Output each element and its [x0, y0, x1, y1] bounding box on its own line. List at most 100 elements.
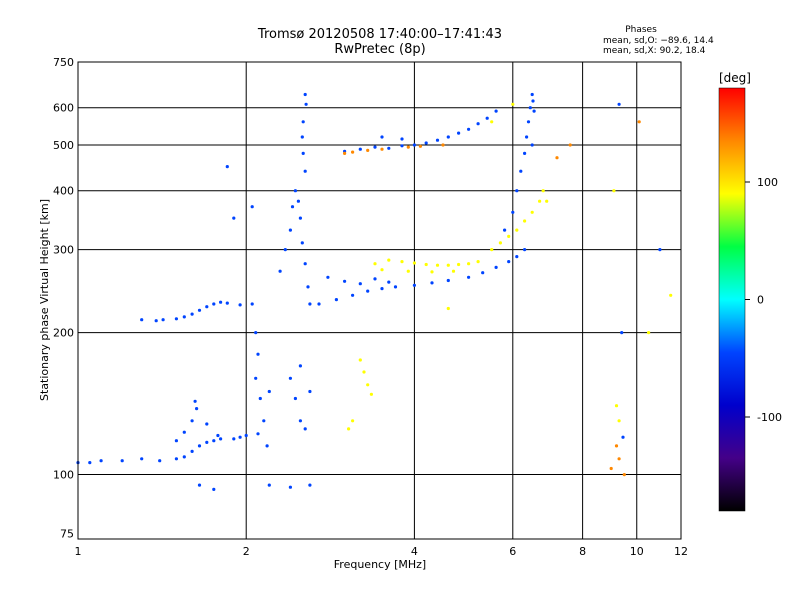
x-tick-label: 1: [75, 545, 82, 558]
data-point: [490, 120, 494, 124]
data-point: [205, 422, 209, 426]
data-point: [515, 228, 519, 232]
data-point: [300, 135, 304, 139]
data-point: [298, 216, 302, 220]
data-point: [308, 389, 312, 394]
data-point: [515, 255, 519, 259]
data-point: [195, 407, 199, 411]
data-point: [306, 285, 310, 289]
data-point: [658, 248, 662, 252]
data-point: [530, 92, 534, 97]
data-point: [326, 275, 330, 279]
data-point: [531, 99, 535, 103]
data-point: [366, 383, 370, 387]
data-point: [232, 437, 236, 441]
data-point: [400, 144, 404, 148]
data-point: [406, 145, 410, 149]
data-point: [238, 303, 242, 307]
data-point: [88, 461, 92, 465]
data-point: [614, 404, 619, 408]
data-point: [343, 279, 347, 283]
data-point: [568, 143, 572, 147]
data-point: [424, 141, 428, 145]
data-point: [232, 216, 236, 220]
data-point: [254, 376, 258, 380]
data-point: [369, 392, 373, 396]
data-point: [182, 430, 186, 434]
data-point: [494, 265, 498, 269]
data-point: [303, 262, 307, 266]
data-point: [250, 302, 254, 306]
data-point: [267, 389, 271, 394]
legend-heading: Phases: [625, 25, 657, 35]
data-point: [446, 135, 450, 139]
data-point: [523, 151, 527, 155]
data-point: [238, 435, 242, 439]
data-point: [254, 331, 258, 335]
colorbar-gradient: [718, 87, 746, 512]
data-point: [490, 248, 494, 252]
data-point: [637, 120, 641, 124]
data-point: [205, 305, 209, 309]
data-point: [467, 262, 471, 266]
data-point: [174, 439, 178, 443]
data-point: [296, 199, 300, 203]
x-tick-label: 12: [674, 545, 688, 558]
data-point: [301, 120, 305, 124]
y-tick-label: 600: [53, 102, 74, 115]
data-point: [182, 455, 186, 459]
y-tick-label: 400: [53, 185, 74, 198]
data-point: [523, 248, 527, 252]
data-point: [158, 459, 162, 463]
y-tick-label: 200: [53, 327, 74, 340]
data-point: [424, 262, 428, 267]
data-point: [617, 457, 621, 461]
data-point: [430, 281, 434, 285]
x-tick-label: 8: [579, 545, 586, 558]
x-tick-label: 6: [509, 545, 516, 558]
data-point: [526, 120, 531, 124]
chart-title: Tromsø 20120508 17:40:00–17:41:43: [257, 27, 502, 42]
data-point: [669, 293, 673, 297]
data-point: [265, 444, 269, 448]
data-point: [519, 169, 523, 173]
data-point: [446, 306, 450, 311]
data-point: [620, 331, 624, 335]
data-point: [530, 143, 534, 147]
data-point: [362, 370, 366, 374]
data-point: [545, 199, 549, 203]
data-point: [343, 151, 347, 155]
data-point: [476, 122, 480, 126]
phase-legend: Phases mean, sd,O: −89.6, 14.4 mean, sd,…: [603, 25, 714, 56]
data-point: [290, 205, 295, 209]
data-point: [99, 459, 103, 463]
data-point: [507, 234, 511, 238]
data-point: [555, 156, 559, 160]
data-point: [441, 143, 445, 147]
data-point: [219, 300, 223, 304]
data-point: [250, 205, 254, 209]
data-point: [190, 419, 194, 423]
data-point: [412, 283, 416, 287]
data-point: [528, 106, 532, 110]
data-point: [647, 331, 651, 335]
x-tick-label: 2: [243, 545, 250, 558]
colorbar-tick-label: 0: [757, 294, 764, 307]
data-point: [380, 147, 384, 151]
data-point: [308, 302, 312, 306]
data-points-layer: [76, 92, 673, 491]
data-point: [525, 135, 529, 139]
data-point: [225, 301, 229, 305]
data-point: [380, 268, 384, 272]
data-point: [174, 317, 178, 321]
data-point: [300, 241, 304, 245]
data-point: [216, 433, 220, 438]
data-point: [298, 419, 302, 423]
data-point: [380, 135, 384, 139]
data-point: [205, 440, 209, 444]
data-point: [498, 241, 502, 245]
data-point: [351, 419, 355, 423]
data-point: [530, 210, 534, 214]
